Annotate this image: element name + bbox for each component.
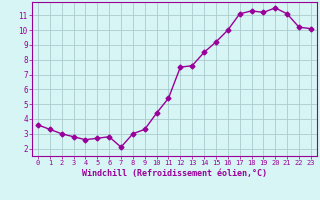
X-axis label: Windchill (Refroidissement éolien,°C): Windchill (Refroidissement éolien,°C)	[82, 169, 267, 178]
